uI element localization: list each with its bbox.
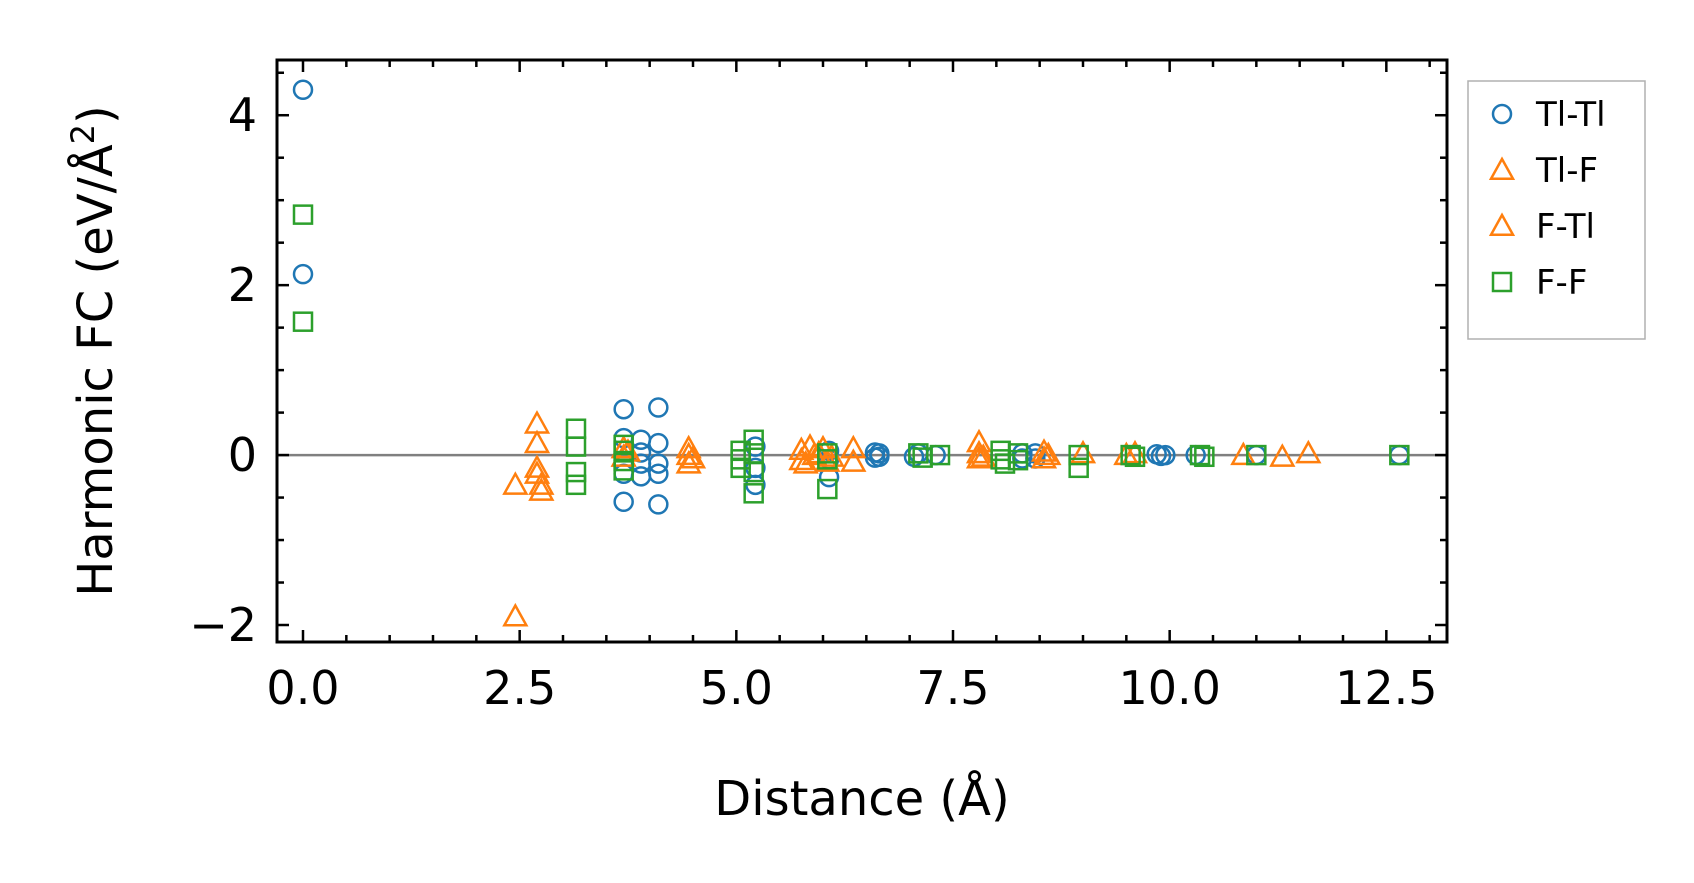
legend-label: F-F	[1536, 263, 1587, 303]
data-point	[528, 471, 555, 495]
data-point	[1295, 439, 1322, 464]
x-tick-label: 2.5	[483, 661, 556, 715]
data-point	[528, 477, 555, 501]
legend-marker	[1488, 212, 1516, 237]
data-point	[523, 410, 551, 434]
data-point	[745, 436, 766, 457]
data-point	[908, 443, 929, 464]
x-axis-title: Distance (Å)	[714, 770, 1009, 827]
data-point	[565, 461, 587, 483]
data-point	[1155, 444, 1176, 466]
data-point	[1124, 446, 1146, 468]
data-point	[908, 443, 929, 464]
y-axis-title-close: )	[68, 105, 124, 124]
data-point	[1230, 441, 1257, 466]
data-point	[1194, 446, 1215, 468]
data-point	[1246, 444, 1267, 466]
data-point	[613, 398, 634, 420]
data-point	[970, 443, 997, 467]
data-point	[965, 439, 993, 464]
data-point	[675, 450, 702, 474]
tick-labels: 0.0 2.5 5.0 7.5 10.0 12.5 −2 0 2 4	[189, 88, 1437, 715]
data-point	[292, 79, 314, 100]
legend-label: F-Tl	[1536, 207, 1595, 247]
legend-label: Tl-F	[1535, 151, 1598, 191]
data-point	[792, 450, 819, 474]
plot-frame	[275, 58, 1449, 644]
legend-marker	[1488, 156, 1516, 181]
x-tick-label: 5.0	[700, 661, 773, 715]
data-point	[869, 446, 890, 468]
data-point	[648, 432, 669, 454]
data-point	[613, 460, 634, 481]
data-point	[523, 454, 551, 478]
data-point	[1189, 444, 1211, 466]
data-point	[840, 434, 867, 459]
y-tick-label: 2	[228, 258, 257, 312]
data-point	[1269, 443, 1296, 467]
data-point	[675, 441, 702, 466]
data-point	[1068, 444, 1089, 466]
data-point	[648, 463, 669, 485]
data-point	[292, 204, 314, 225]
axis-ticks	[277, 60, 1447, 642]
data-point	[743, 429, 764, 451]
data-point	[1035, 441, 1062, 466]
data-point	[1389, 444, 1410, 466]
x-tick-label: 0.0	[266, 661, 339, 715]
data-point	[965, 444, 993, 469]
data-point	[679, 444, 707, 469]
data-point	[292, 263, 314, 285]
data-points	[292, 79, 1410, 627]
data-point	[610, 443, 637, 467]
y-tick-label: 0	[228, 428, 257, 482]
y-tick-label: 4	[228, 88, 257, 142]
data-point	[1030, 444, 1058, 469]
y-axis-title-main: Harmonic FC (eV/Å	[67, 144, 124, 597]
data-point	[840, 448, 867, 472]
data-point	[1030, 438, 1058, 462]
data-point	[1068, 457, 1089, 479]
legend-label: Tl-Tl	[1535, 95, 1606, 135]
data-point	[648, 397, 669, 418]
data-point	[292, 311, 314, 332]
data-point	[1120, 444, 1141, 466]
legend: Tl-Tl Tl-F F-Tl F-F	[1467, 80, 1646, 340]
legend-marker	[1491, 103, 1513, 125]
data-point	[630, 466, 652, 487]
x-tick-label: 12.5	[1335, 661, 1437, 715]
data-point	[565, 418, 587, 439]
data-point	[929, 444, 951, 466]
data-point	[502, 471, 529, 495]
data-point	[565, 436, 587, 457]
y-tick-label: −2	[189, 598, 257, 652]
x-tick-label: 10.0	[1118, 661, 1220, 715]
data-point	[730, 457, 751, 479]
data-point	[648, 494, 669, 515]
data-point	[801, 441, 828, 466]
data-point	[817, 478, 838, 500]
series-f-f	[292, 204, 1410, 504]
data-point	[502, 602, 529, 627]
data-point	[565, 474, 587, 496]
data-point	[814, 448, 841, 472]
data-point	[1007, 449, 1029, 471]
y-axis-title: Harmonic FC (eV/Å2)	[64, 105, 124, 597]
data-point	[817, 449, 838, 470]
data-point	[743, 483, 764, 504]
legend-box	[1467, 80, 1646, 340]
data-point	[613, 491, 634, 513]
data-point	[648, 453, 669, 474]
legend-marker	[1491, 271, 1513, 293]
x-tick-label: 7.5	[916, 661, 989, 715]
data-point	[610, 434, 637, 459]
data-point	[743, 461, 764, 483]
data-point	[523, 429, 551, 454]
y-axis-title-superscript: 2	[64, 124, 102, 144]
